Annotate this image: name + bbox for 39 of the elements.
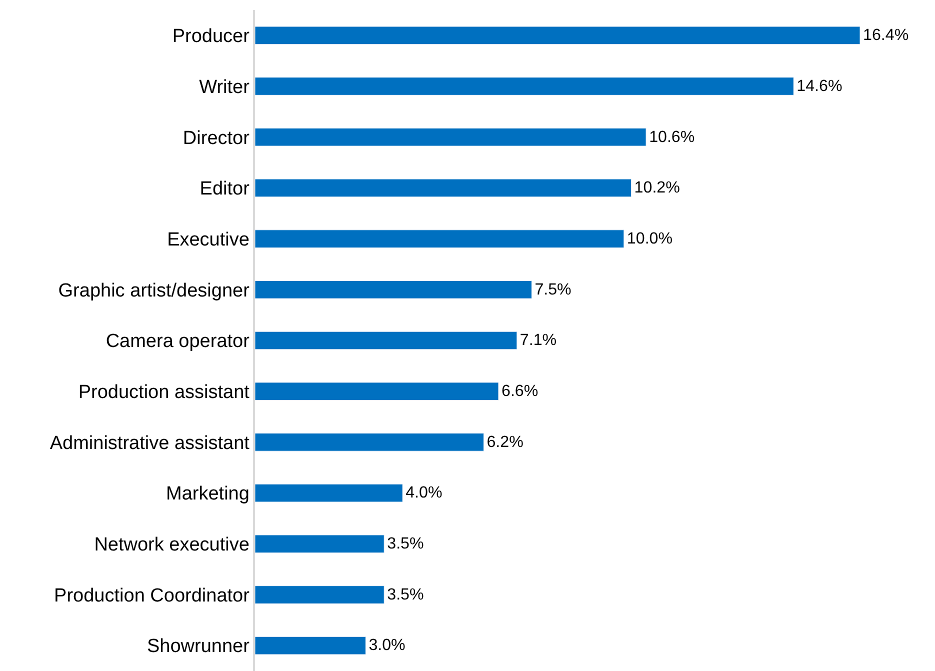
y-tick-label: Showrunner bbox=[146, 636, 250, 658]
data-label: 10.2% bbox=[634, 178, 680, 197]
bar bbox=[255, 586, 384, 604]
y-tick-label: Camera operator bbox=[106, 331, 250, 352]
bar bbox=[255, 636, 366, 655]
y-tick-label: Editor bbox=[200, 178, 250, 200]
data-label: 6.2% bbox=[486, 432, 524, 451]
y-tick-label: Network executive bbox=[94, 534, 250, 556]
y-tick-label: Writer bbox=[199, 76, 250, 98]
bar bbox=[255, 77, 794, 96]
data-label: 4.0% bbox=[406, 484, 442, 502]
data-label: 7.5% bbox=[534, 280, 572, 298]
y-tick-label: Administrative assistant bbox=[50, 432, 250, 454]
bar bbox=[255, 534, 384, 554]
y-tick-label: Production assistant bbox=[78, 382, 250, 403]
bar bbox=[255, 128, 646, 146]
bar bbox=[255, 331, 518, 350]
data-label: 7.1% bbox=[520, 331, 557, 350]
data-label: 14.6% bbox=[796, 76, 842, 95]
data-label: 10.0% bbox=[626, 229, 673, 248]
y-tick-label: Production Coordinator bbox=[54, 585, 250, 606]
bar bbox=[255, 433, 484, 452]
data-label: 10.6% bbox=[649, 128, 695, 146]
bar bbox=[255, 484, 403, 502]
y-tick-label: Executive bbox=[167, 229, 250, 250]
bar bbox=[255, 26, 860, 45]
bar bbox=[255, 280, 532, 299]
data-label: 3.5% bbox=[387, 585, 424, 604]
data-label: 6.6% bbox=[502, 382, 538, 400]
y-tick-label: Producer bbox=[172, 26, 250, 48]
data-label: 3.5% bbox=[387, 534, 424, 553]
bar bbox=[255, 230, 624, 248]
bar bbox=[255, 178, 632, 198]
data-label: 16.4% bbox=[863, 26, 909, 44]
data-label: 3.0% bbox=[368, 636, 406, 654]
bar bbox=[255, 382, 499, 400]
y-tick-label: Marketing bbox=[166, 484, 250, 505]
y-tick-label: Graphic artist/designer bbox=[58, 280, 250, 302]
y-tick-label: Director bbox=[182, 128, 250, 149]
